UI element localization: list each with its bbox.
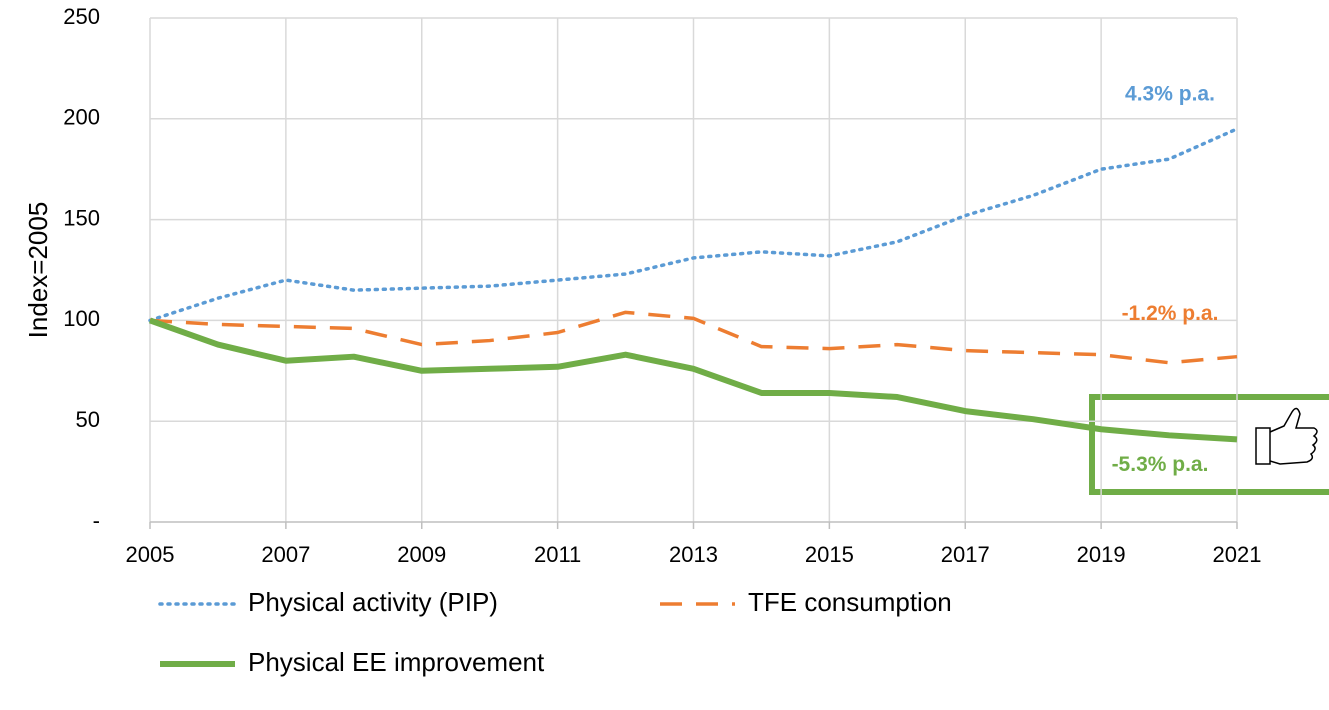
x-tick-label: 2015	[805, 542, 854, 567]
x-tick-label: 2013	[669, 542, 718, 567]
thumbs-up-icon	[1255, 407, 1318, 465]
x-tick-label: 2007	[261, 542, 310, 567]
y-tick-label: -	[93, 508, 100, 533]
series-line	[148, 127, 1239, 323]
x-tick-label: 2021	[1213, 542, 1262, 567]
x-tick-label: 2019	[1077, 542, 1126, 567]
highlight-box	[1089, 394, 1329, 495]
annotation: 4.3% p.a.	[1125, 82, 1215, 105]
x-tick-label: 2017	[941, 542, 990, 567]
x-tick-label: 2005	[126, 542, 175, 567]
y-tick-label: 200	[63, 105, 100, 130]
y-tick-label: 150	[63, 205, 100, 230]
legend-label: TFE consumption	[748, 587, 952, 617]
x-tick-label: 2011	[534, 542, 581, 567]
y-tick-label: 250	[63, 4, 100, 29]
y-axis-label: Index=2005	[23, 202, 53, 339]
annotation: -1.2% p.a.	[1122, 302, 1219, 325]
legend-label: Physical activity (PIP)	[248, 587, 498, 617]
legend-label: Physical EE improvement	[248, 647, 545, 677]
y-tick-label: 50	[76, 407, 100, 432]
x-tick-label: 2009	[397, 542, 446, 567]
y-tick-label: 100	[63, 306, 100, 331]
series-line	[148, 317, 1238, 443]
series-line	[149, 310, 1238, 365]
annotation: -5.3% p.a.	[1112, 453, 1209, 476]
